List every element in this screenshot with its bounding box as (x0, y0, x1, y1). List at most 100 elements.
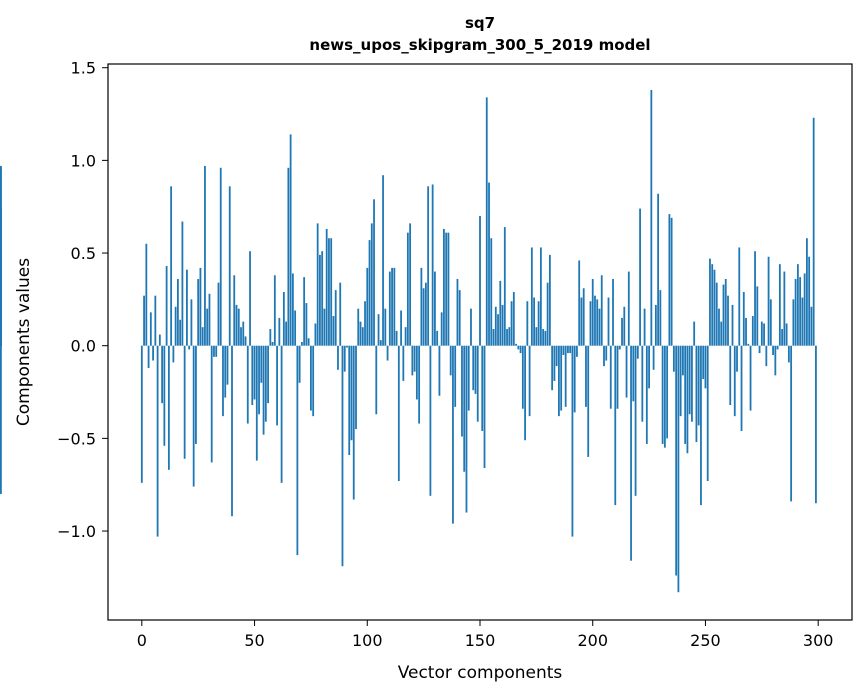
bar (386, 345, 389, 361)
bar (569, 345, 572, 354)
bar (697, 345, 700, 426)
bar (328, 238, 330, 346)
bar (605, 345, 608, 361)
bar (713, 269, 716, 346)
bar (688, 345, 691, 415)
bar (170, 186, 173, 346)
bar (224, 345, 227, 398)
bar (553, 345, 556, 381)
bar (718, 308, 720, 346)
plot-frame (107, 63, 853, 621)
bar (251, 345, 254, 406)
bar (722, 284, 725, 346)
bar (794, 278, 797, 346)
bar (621, 317, 623, 346)
bar (781, 329, 784, 346)
bar (720, 321, 723, 346)
bar (736, 345, 738, 372)
bar (643, 308, 646, 346)
bar (630, 345, 632, 561)
bar (524, 345, 526, 441)
bar (576, 345, 578, 357)
bar (192, 345, 195, 487)
bar (808, 256, 811, 346)
bar (702, 345, 705, 380)
bar (429, 345, 432, 496)
bar (393, 267, 396, 346)
bar (774, 345, 777, 376)
bar (321, 251, 324, 346)
bar (391, 267, 393, 346)
bar (479, 215, 481, 346)
bar (271, 342, 274, 346)
bar (765, 345, 768, 367)
bar (235, 304, 238, 346)
bar (490, 238, 493, 346)
bar (339, 282, 342, 346)
bar (544, 330, 547, 346)
bar (756, 286, 759, 346)
bar (364, 301, 366, 346)
bar (526, 301, 529, 346)
bar (749, 345, 752, 411)
bar (580, 297, 583, 346)
bar (769, 299, 772, 346)
bar (594, 295, 596, 346)
bar (754, 251, 756, 346)
bar (519, 345, 522, 354)
y-tick-label: 1.5 (71, 59, 96, 78)
bar (152, 345, 154, 361)
bar (273, 275, 276, 346)
bar (210, 345, 213, 463)
bar (810, 306, 813, 346)
bar (397, 345, 400, 481)
bar (249, 251, 251, 346)
bar (530, 247, 533, 346)
chart-subtitle: news_upos_skipgram_300_5_2019 model (309, 36, 650, 54)
bar (659, 290, 662, 346)
bar (384, 308, 387, 346)
bar (585, 345, 587, 407)
bar (163, 345, 166, 446)
bar (280, 345, 283, 483)
bar (258, 345, 260, 415)
bar (172, 345, 175, 363)
bar (303, 277, 306, 346)
bar (733, 345, 736, 417)
bar (501, 304, 504, 346)
bar (440, 312, 443, 346)
bar (591, 278, 594, 346)
bar (176, 278, 179, 346)
bar (506, 329, 508, 346)
bar (463, 345, 466, 472)
bar (521, 345, 524, 409)
bar (145, 243, 148, 346)
bar (165, 266, 168, 346)
bar (395, 330, 398, 346)
bar (418, 345, 421, 424)
bar (600, 275, 603, 346)
chart-title: sq7 (465, 14, 495, 32)
bar (201, 327, 204, 346)
y-tick-label: −1.0 (57, 522, 96, 541)
bar (219, 167, 222, 346)
bar (291, 273, 294, 346)
bar (379, 340, 382, 346)
bar (287, 167, 290, 346)
bar (497, 314, 499, 346)
bar (555, 345, 558, 367)
bar (740, 345, 743, 431)
x-tick-label: 150 (465, 631, 496, 650)
bar (632, 345, 635, 402)
bar (195, 345, 197, 444)
bar (373, 199, 375, 346)
bar (199, 267, 202, 346)
bar (436, 330, 439, 346)
bar (666, 345, 669, 439)
x-tick-label: 100 (352, 631, 383, 650)
bar (564, 345, 567, 407)
bar (222, 345, 224, 417)
bar (190, 299, 193, 346)
bar (375, 345, 378, 415)
bar (422, 288, 425, 346)
